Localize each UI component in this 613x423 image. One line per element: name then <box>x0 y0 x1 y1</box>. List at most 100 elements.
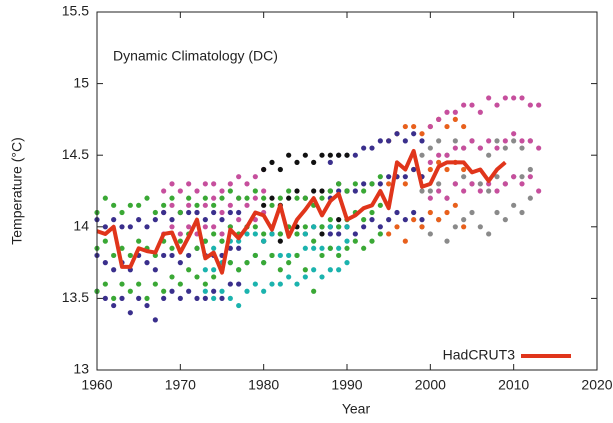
ensemble-point <box>102 295 108 301</box>
ensemble-point <box>386 174 392 180</box>
ensemble-point <box>394 209 400 216</box>
ensemble-point <box>169 245 175 251</box>
ensemble-point <box>311 267 317 273</box>
ensemble-point <box>411 217 417 223</box>
ensemble-point <box>519 95 525 101</box>
ensemble-point <box>302 274 308 280</box>
ensemble-point <box>219 238 225 244</box>
x-tick-label: 1970 <box>165 377 196 393</box>
ensemble-point <box>119 245 125 251</box>
ensemble-point <box>402 217 408 223</box>
ensemble-point <box>527 174 533 180</box>
ensemble-point <box>319 245 325 251</box>
ensemble-point <box>194 209 200 216</box>
ensemble-point <box>461 174 467 180</box>
ensemble-point <box>261 288 267 294</box>
ensemble-point <box>161 188 167 194</box>
ensemble-point <box>161 252 167 259</box>
ensemble-point <box>102 281 108 287</box>
ensemble-point <box>394 131 400 137</box>
ensemble-point <box>286 195 292 201</box>
ensemble-point <box>369 145 375 151</box>
ensemble-point <box>136 202 142 208</box>
ensemble-point <box>427 231 433 237</box>
ensemble-point <box>519 138 525 144</box>
ensemble-point <box>511 95 517 101</box>
ensemble-point <box>277 238 283 244</box>
ensemble-point <box>152 317 158 323</box>
ensemble-point <box>219 295 225 301</box>
ensemble-point <box>294 159 300 165</box>
ensemble-point <box>136 217 142 223</box>
ensemble-point <box>211 245 217 251</box>
ensemble-point <box>477 109 483 115</box>
ensemble-point <box>261 195 267 201</box>
x-tick-label: 1960 <box>81 377 112 393</box>
ensemble-point <box>177 209 183 216</box>
ensemble-point <box>169 274 175 280</box>
ensemble-point <box>477 188 483 194</box>
ensemble-point <box>186 202 192 208</box>
ensemble-point <box>177 260 183 266</box>
ensemble-point <box>427 159 433 165</box>
ensemble-point <box>511 174 517 180</box>
ensemble-point <box>361 245 367 251</box>
ensemble-point <box>377 224 383 230</box>
ensemble-point <box>369 181 375 187</box>
ensemble-point <box>102 238 108 244</box>
ensemble-point <box>344 152 350 158</box>
ensemble-point <box>252 252 258 259</box>
ensemble-point <box>469 138 475 144</box>
ensemble-point <box>161 202 167 208</box>
ensemble-point <box>261 238 267 244</box>
ensemble-point <box>336 267 342 273</box>
ensemble-point <box>244 202 250 208</box>
ensemble-point <box>236 302 242 309</box>
ensemble-point <box>319 195 325 201</box>
ensemble-point <box>211 224 217 230</box>
ensemble-point <box>319 224 325 230</box>
ensemble-point <box>211 274 217 280</box>
ensemble-point <box>269 281 275 287</box>
ensemble-point <box>436 217 442 223</box>
ensemble-point <box>277 166 283 173</box>
ensemble-point <box>311 159 317 165</box>
ensemble-point <box>327 231 333 237</box>
ensemble-point <box>136 281 142 287</box>
ensemble-point <box>402 138 408 144</box>
ensemble-point <box>311 238 317 244</box>
ensemble-point <box>252 224 258 230</box>
x-tick-label: 1990 <box>331 377 362 393</box>
ensemble-point <box>119 209 125 216</box>
ensemble-point <box>227 181 233 187</box>
ensemble-point <box>236 195 242 201</box>
ensemble-point <box>361 188 367 194</box>
ensemble-point <box>427 195 433 201</box>
ensemble-point <box>452 202 458 208</box>
ensemble-point <box>186 288 192 294</box>
ensemble-point <box>286 260 292 266</box>
ensemble-point <box>236 174 242 180</box>
ensemble-point <box>419 138 425 144</box>
ensemble-point <box>269 195 275 201</box>
ensemble-point <box>411 209 417 216</box>
ensemble-point <box>452 224 458 230</box>
ensemble-point <box>444 109 450 115</box>
ensemble-point <box>377 202 383 208</box>
ensemble-point <box>527 102 533 108</box>
ensemble-point <box>294 195 300 201</box>
ensemble-point <box>419 152 425 158</box>
ensemble-point <box>494 138 500 144</box>
y-tick-label: 15 <box>73 74 89 90</box>
ensemble-point <box>227 281 233 287</box>
ensemble-point <box>419 217 425 223</box>
ensemble-point <box>302 267 308 273</box>
ensemble-point <box>219 195 225 201</box>
x-tick-label: 2020 <box>581 377 612 393</box>
y-tick-label: 14 <box>73 218 89 234</box>
ensemble-point <box>386 217 392 223</box>
ensemble-point <box>202 217 208 223</box>
ensemble-point <box>119 224 125 230</box>
ensemble-point <box>127 202 133 208</box>
ensemble-point <box>177 238 183 244</box>
